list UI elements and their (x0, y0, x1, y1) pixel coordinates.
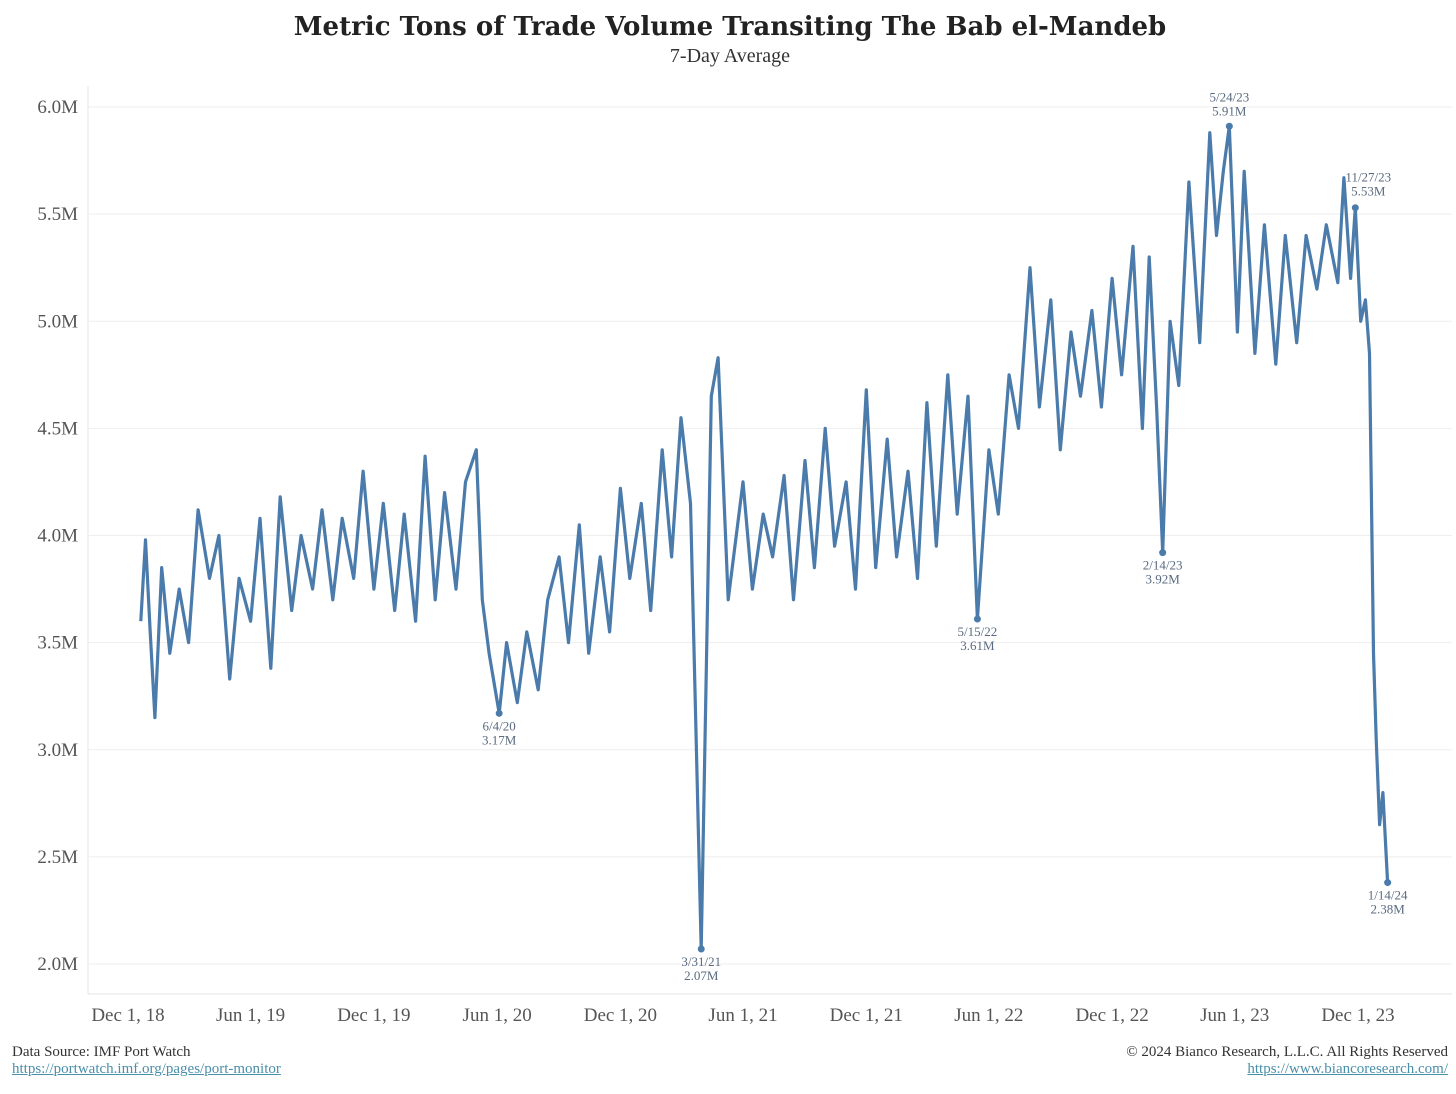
annotation-date: 1/14/24 (1368, 888, 1408, 903)
annotation-marker (1384, 879, 1392, 887)
x-tick-label: Dec 1, 22 (1075, 1005, 1148, 1026)
x-tick-label: Dec 1, 20 (584, 1005, 657, 1026)
annotation-date: 5/15/22 (958, 624, 998, 639)
annotation-marker (1351, 204, 1359, 212)
y-tick-label: 2.0M (37, 954, 78, 975)
y-axis-ticks: 2.0M 2.5M 3.0M 3.5M 4.0M 4.5M 5.0M 5.5M 6.0M (37, 97, 78, 975)
x-tick-label: Dec 1, 18 (91, 1005, 164, 1026)
annotation-value: 2.07M (684, 968, 719, 983)
x-tick-label: Jun 1, 20 (463, 1005, 532, 1026)
gridlines (87, 86, 1452, 995)
x-tick-label: Dec 1, 23 (1321, 1005, 1394, 1026)
x-tick-label: Jun 1, 22 (954, 1005, 1023, 1026)
annotation-date: 5/24/23 (1209, 89, 1249, 104)
annotation-value: 3.17M (482, 732, 517, 747)
chart-title: Metric Tons of Trade Volume Transiting T… (293, 12, 1167, 42)
annotation-date: 2/14/23 (1143, 558, 1183, 573)
annotation-value: 3.61M (960, 638, 995, 653)
x-tick-label: Dec 1, 19 (337, 1005, 410, 1026)
annotation-date: 3/31/21 (681, 954, 721, 969)
site-link[interactable]: https://www.biancoresearch.com/ (1247, 1061, 1448, 1077)
x-tick-label: Jun 1, 23 (1200, 1005, 1269, 1026)
copyright-text: © 2024 Bianco Research, L.L.C. All Right… (1126, 1044, 1448, 1060)
annotation-date: 6/4/20 (483, 718, 516, 733)
annotations-layer: 6/4/203.17M 3/31/212.07M 5/15/223.61M 2/14/… (482, 89, 1408, 983)
annotation-marker (1225, 122, 1233, 130)
y-tick-label: 6.0M (37, 97, 78, 118)
source-link[interactable]: https://portwatch.imf.org/pages/port-mon… (12, 1061, 281, 1077)
series-layer (139, 124, 1390, 951)
annotation-value: 2.38M (1370, 902, 1405, 917)
footer-source: Data Source: IMF Port Watch https://port… (12, 1044, 281, 1078)
annotation-date: 11/27/23 (1345, 170, 1391, 185)
chart-subtitle: 7-Day Average (669, 45, 791, 67)
y-tick-label: 5.5M (37, 204, 78, 225)
x-axis-ticks: Dec 1, 18 Jun 1, 19 Dec 1, 19 Jun 1, 20 Dec … (91, 1005, 1394, 1026)
y-tick-label: 4.5M (37, 418, 78, 439)
annotation-value: 5.91M (1212, 103, 1247, 118)
footer-copyright: © 2024 Bianco Research, L.L.C. All Right… (1126, 1044, 1448, 1078)
x-tick-label: Jun 1, 19 (216, 1005, 285, 1026)
x-tick-label: Jun 1, 21 (708, 1005, 777, 1026)
annotation-value: 5.53M (1351, 184, 1386, 199)
data-source-text: Data Source: IMF Port Watch (12, 1044, 191, 1060)
annotation-marker (495, 709, 503, 717)
line-chart: 2.0M 2.5M 3.0M 3.5M 4.0M 4.5M 5.0M 5.5M 6.0M Dec… (37, 86, 1452, 1026)
y-tick-label: 3.5M (37, 633, 78, 654)
annotation-value: 3.92M (1145, 572, 1180, 587)
y-tick-label: 4.0M (37, 526, 78, 547)
y-tick-label: 2.5M (37, 847, 78, 868)
y-tick-label: 5.0M (37, 311, 78, 332)
series-line (139, 124, 1390, 951)
x-tick-label: Dec 1, 21 (830, 1005, 903, 1026)
y-tick-label: 3.0M (37, 740, 78, 761)
annotation-marker (697, 945, 705, 953)
annotation-marker (973, 615, 981, 623)
annotation-marker (1159, 549, 1167, 557)
